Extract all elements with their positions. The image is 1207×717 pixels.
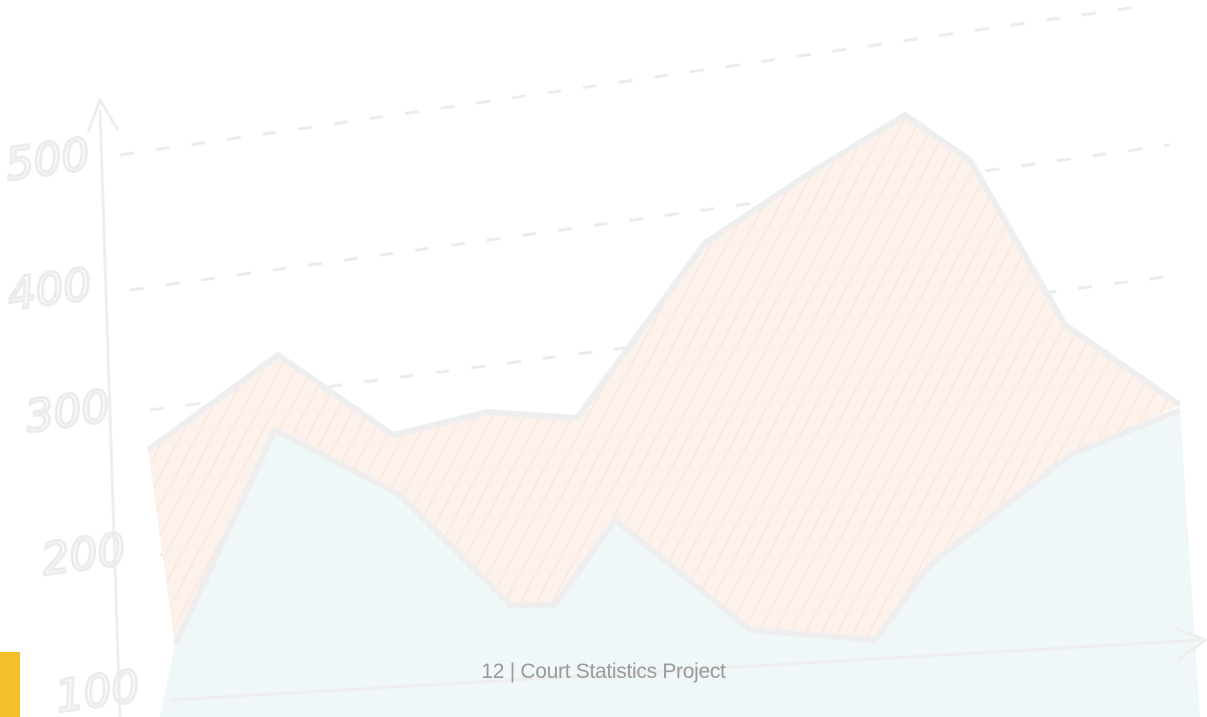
page: 500 400 300 200 100 12 | Court Statistic…	[0, 0, 1207, 717]
axis-labels: 500 400 300 200 100	[2, 129, 142, 717]
footer: 12 | Court Statistics Project	[0, 660, 1207, 684]
background-illustration: 500 400 300 200 100	[0, 0, 1207, 717]
axis-label: 500	[2, 129, 92, 191]
axis-label: 300	[22, 381, 112, 443]
axis-label: 400	[4, 259, 94, 321]
